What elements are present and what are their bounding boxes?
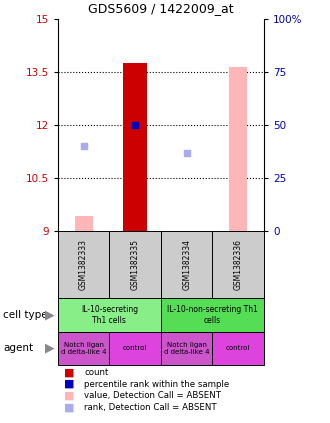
Bar xyxy=(109,231,161,298)
Bar xyxy=(58,231,109,298)
Text: agent: agent xyxy=(3,343,33,353)
Text: GSM1382334: GSM1382334 xyxy=(182,239,191,290)
Text: percentile rank within the sample: percentile rank within the sample xyxy=(84,379,229,389)
Text: ■: ■ xyxy=(64,391,75,401)
Text: ▶: ▶ xyxy=(45,309,54,321)
Text: value, Detection Call = ABSENT: value, Detection Call = ABSENT xyxy=(84,391,221,401)
Text: ■: ■ xyxy=(64,403,75,413)
Text: ▶: ▶ xyxy=(45,342,54,355)
Text: IL-10-secreting
Th1 cells: IL-10-secreting Th1 cells xyxy=(81,305,138,325)
Text: GDS5609 / 1422009_at: GDS5609 / 1422009_at xyxy=(88,2,234,15)
Text: GSM1382336: GSM1382336 xyxy=(234,239,243,290)
Bar xyxy=(75,216,92,231)
Bar xyxy=(229,67,247,231)
Text: ■: ■ xyxy=(64,367,75,377)
Bar xyxy=(109,332,161,365)
Bar xyxy=(213,332,264,365)
Text: rank, Detection Call = ABSENT: rank, Detection Call = ABSENT xyxy=(84,403,217,412)
Bar xyxy=(123,63,147,231)
Point xyxy=(132,121,138,128)
Text: control: control xyxy=(226,345,250,352)
Text: Notch ligan
d delta-like 4: Notch ligan d delta-like 4 xyxy=(164,342,210,355)
Text: cell type: cell type xyxy=(3,310,48,320)
Bar xyxy=(161,298,264,332)
Text: Notch ligan
d delta-like 4: Notch ligan d delta-like 4 xyxy=(61,342,106,355)
Bar xyxy=(58,332,109,365)
Bar xyxy=(161,231,213,298)
Bar xyxy=(213,231,264,298)
Point xyxy=(81,143,86,149)
Text: GSM1382333: GSM1382333 xyxy=(79,239,88,290)
Text: count: count xyxy=(84,368,109,377)
Bar xyxy=(58,298,161,332)
Bar xyxy=(161,332,213,365)
Text: ■: ■ xyxy=(64,379,75,389)
Point xyxy=(184,150,189,157)
Text: control: control xyxy=(123,345,147,352)
Text: GSM1382335: GSM1382335 xyxy=(131,239,140,290)
Text: IL-10-non-secreting Th1
cells: IL-10-non-secreting Th1 cells xyxy=(167,305,258,325)
